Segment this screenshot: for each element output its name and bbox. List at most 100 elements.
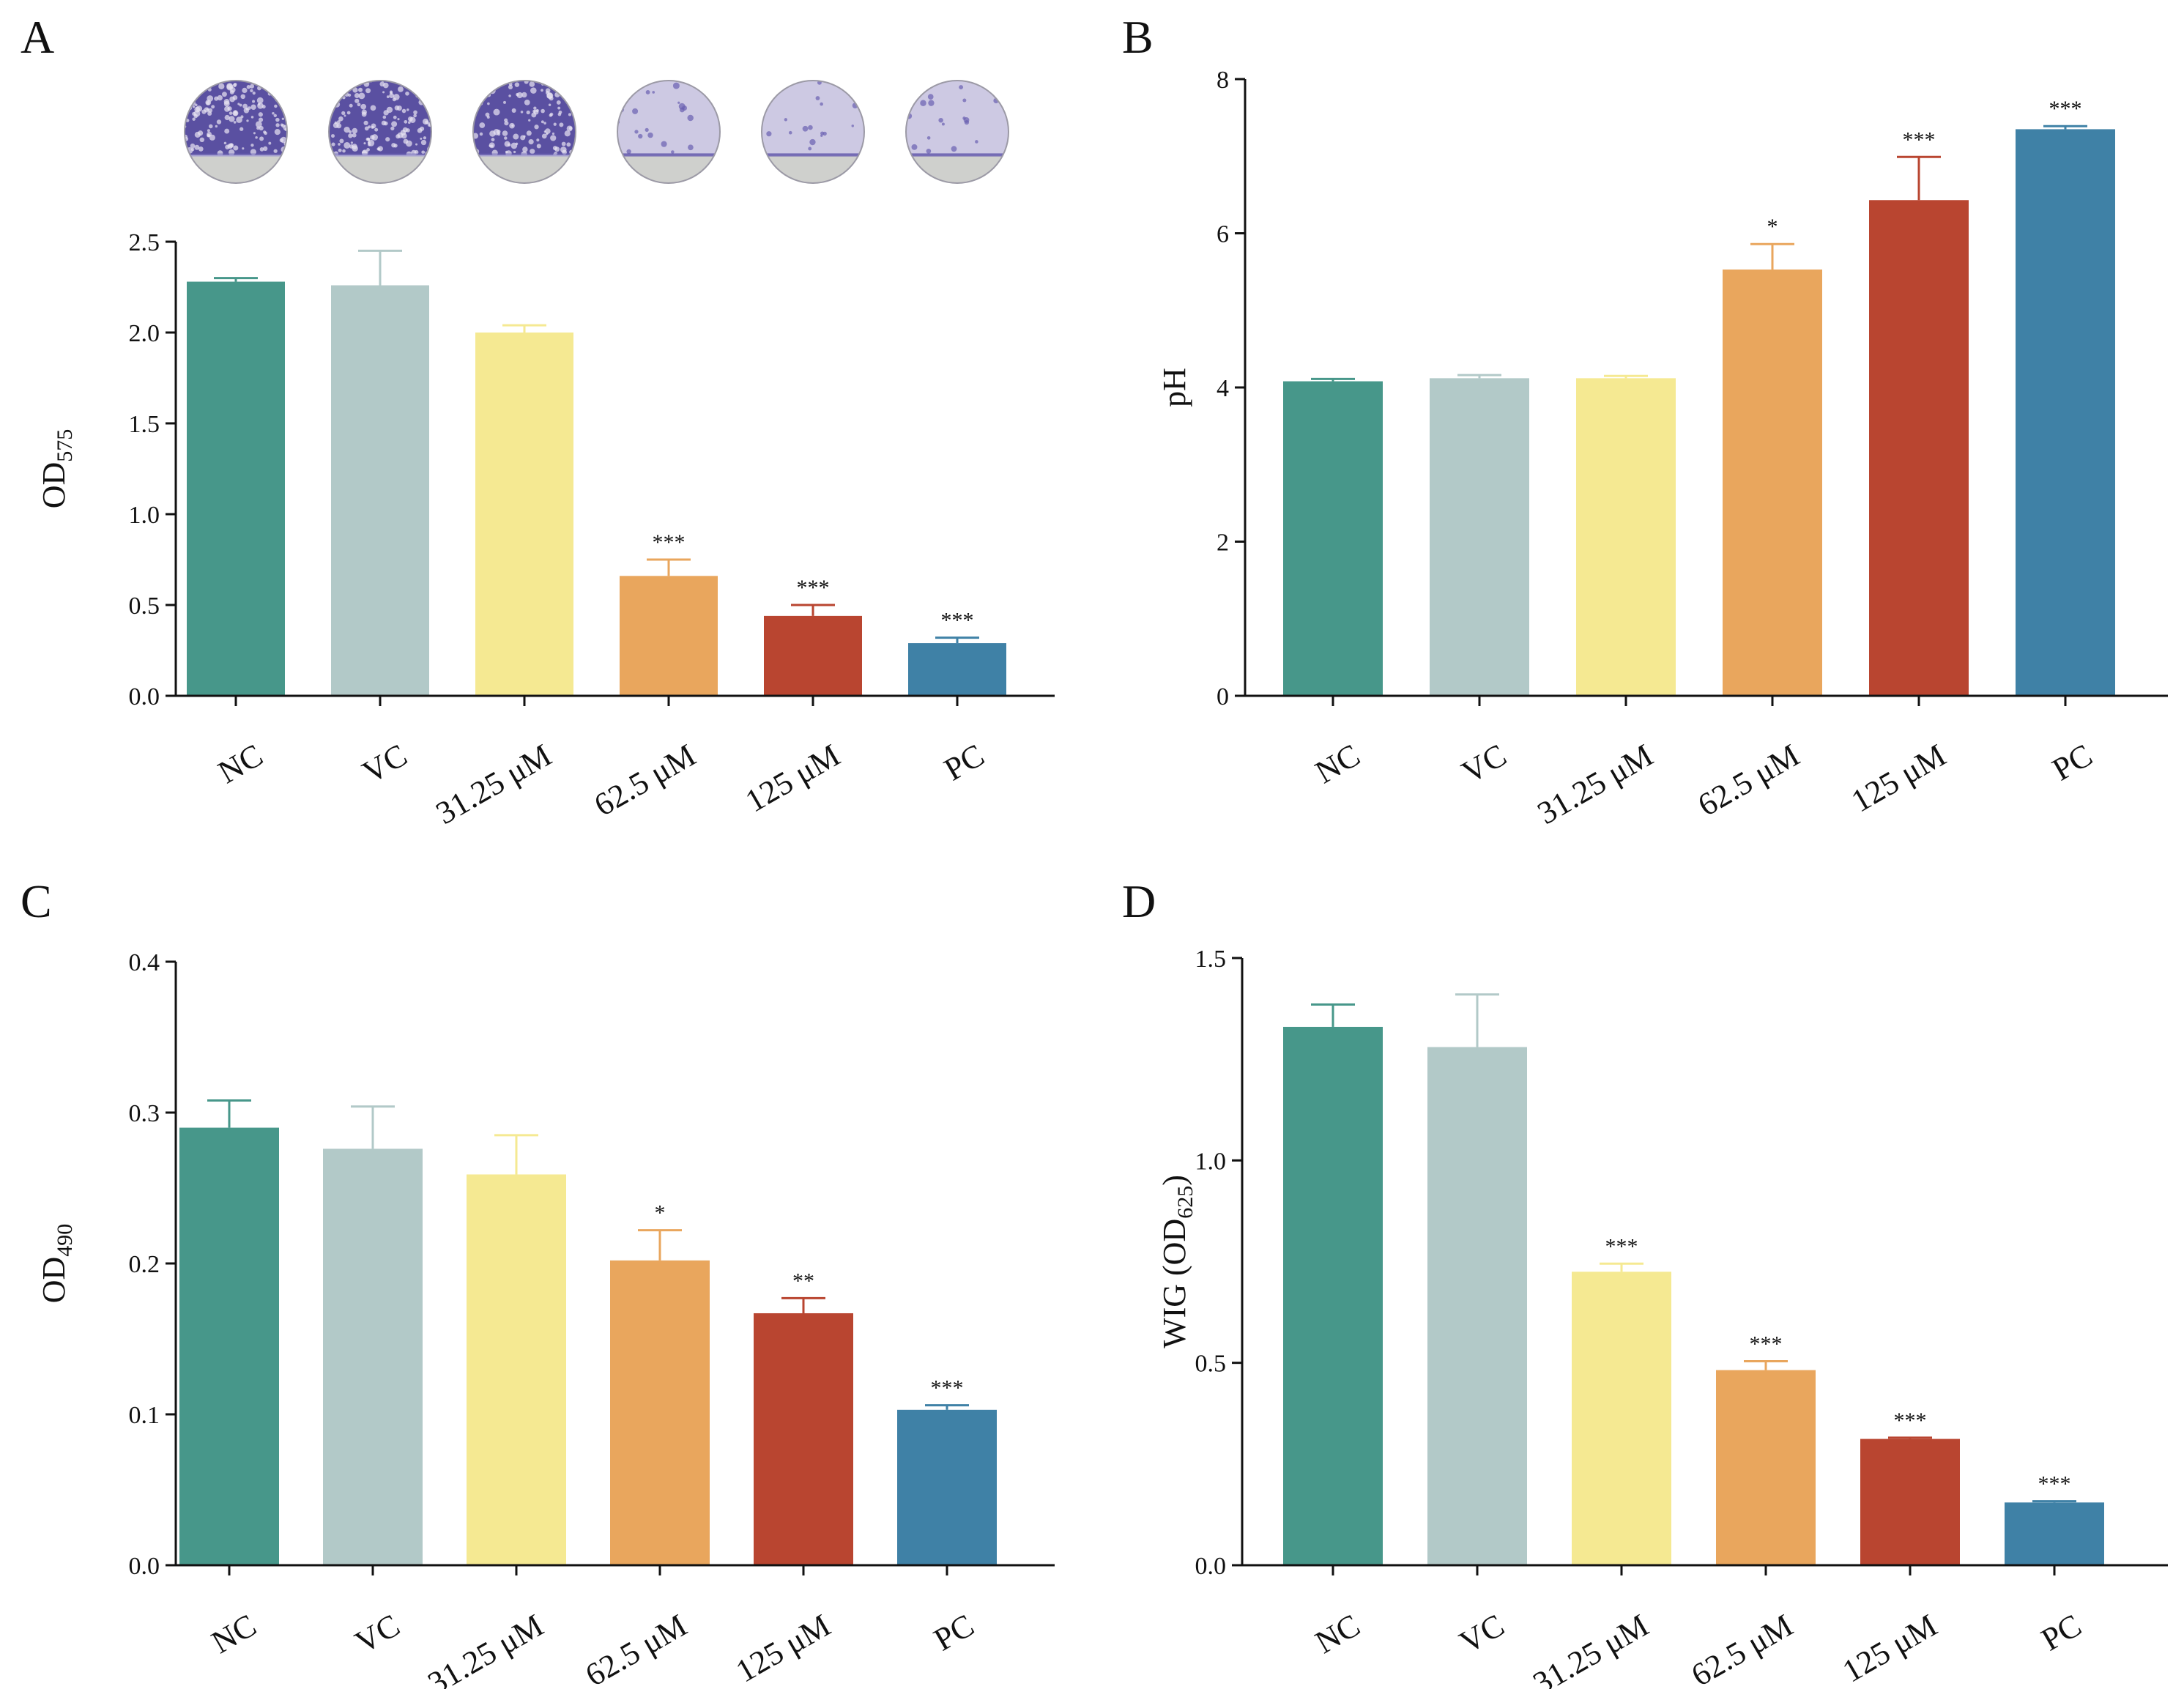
well-speckle: [528, 119, 531, 122]
well-speckle: [412, 86, 417, 92]
well-speckle: [530, 87, 537, 94]
well-speckle: [217, 94, 223, 101]
well-speckle: [541, 133, 547, 139]
well-speckle: [479, 122, 486, 128]
well-vc: [329, 81, 431, 183]
well-speckle: [343, 141, 351, 149]
well-speckle: [560, 146, 567, 153]
well-speckle: [229, 89, 234, 94]
significance-62-5-m: *: [1767, 215, 1778, 239]
well-stain: [906, 81, 1009, 155]
well-speckle: [352, 133, 357, 138]
category-label-nc: NC: [1310, 1607, 1366, 1660]
well-speckle: [393, 94, 400, 100]
y-axis-title-main: OD: [36, 462, 72, 509]
well-speckle: [192, 111, 196, 116]
well-speckle: [211, 105, 215, 109]
category-label-vc: VC: [1454, 1607, 1510, 1660]
well-speckle: [218, 83, 225, 89]
well-speckle: [682, 105, 688, 111]
well-speckle: [513, 150, 516, 154]
well-speckle: [426, 98, 430, 103]
well-speckle: [524, 99, 530, 105]
well-speckle: [185, 105, 188, 110]
well-speckle: [185, 103, 189, 107]
well-speckle: [229, 111, 233, 115]
well-speckle: [528, 138, 534, 145]
bar-62-5-m: [1716, 1370, 1816, 1565]
well-speckle: [808, 146, 812, 151]
well-rim: [617, 80, 721, 184]
well-speckle: [246, 85, 251, 89]
category-label-62-5-m: 62.5 μM: [1685, 1607, 1799, 1689]
well-speckle: [562, 88, 565, 92]
well-speckle: [411, 81, 416, 86]
well-speckle: [564, 130, 571, 137]
well-speckle: [350, 141, 354, 144]
well-speckle: [403, 138, 409, 144]
well-speckle: [329, 104, 334, 110]
y-tick-label: 4: [1217, 375, 1229, 402]
y-axis-title-suffix: ): [1156, 1175, 1192, 1186]
well-speckle: [263, 146, 268, 151]
well-speckle: [225, 144, 230, 149]
well-speckle: [503, 100, 506, 104]
well-speckle: [688, 144, 694, 151]
well-speckle: [207, 131, 212, 137]
well-speckle: [491, 138, 495, 142]
well-speckle: [426, 86, 428, 89]
well-speckle: [815, 96, 820, 100]
category-label-vc: VC: [1456, 737, 1512, 790]
well-speckle: [346, 81, 352, 87]
well-speckle: [926, 149, 932, 154]
y-tick-label: 1.5: [129, 411, 160, 438]
well-speckle: [187, 97, 193, 103]
y-tick-label: 1.0: [129, 502, 160, 529]
well-speckle: [396, 105, 402, 111]
category-label-vc: VC: [349, 1607, 406, 1660]
category-label-nc: NC: [206, 1607, 262, 1660]
well-speckle: [280, 103, 285, 107]
significance-125-m: **: [792, 1269, 814, 1293]
well-speckle: [522, 146, 528, 152]
well-speckle: [541, 120, 544, 124]
well-speckle: [405, 91, 409, 96]
well-speckle: [250, 144, 254, 147]
significance-31-25-m: ***: [1605, 1234, 1638, 1258]
well-speckle: [534, 125, 539, 130]
bar-nc: [187, 281, 285, 696]
well-speckle: [479, 132, 483, 136]
well-speckle: [208, 124, 213, 129]
y-axis-title-main: WIG (OD: [1156, 1219, 1192, 1348]
bar-62-5-m: [620, 576, 718, 696]
well-speckle: [192, 94, 195, 98]
well-speckle: [414, 149, 419, 155]
well-speckle: [247, 106, 251, 111]
well-speckle: [809, 138, 816, 146]
well-speckle: [365, 137, 369, 141]
well-speckle: [366, 148, 370, 152]
well-speckle: [483, 84, 486, 88]
well-speckle: [281, 117, 284, 120]
well-speckle: [553, 122, 557, 126]
well-speckle: [509, 122, 515, 129]
well-speckle: [194, 131, 201, 138]
well-speckle: [551, 132, 555, 136]
bar-31-25-m: [1572, 1272, 1671, 1565]
well-speckle: [820, 134, 823, 137]
well-speckle: [999, 83, 1002, 86]
significance-62-5-m: ***: [1750, 1332, 1783, 1356]
category-label-pc: PC: [928, 1607, 980, 1658]
well-speckle: [555, 84, 562, 91]
bar-125-m: [764, 615, 862, 696]
well-speckle: [513, 133, 519, 140]
well-speckle: [343, 86, 347, 90]
well-speckle: [363, 142, 366, 145]
well-speckle: [250, 89, 253, 92]
well-speckle: [348, 81, 352, 85]
panel-letter: D: [1122, 875, 1156, 927]
well-speckle: [256, 97, 264, 104]
well-speckle: [224, 128, 230, 134]
well-speckle: [530, 149, 535, 155]
well-speckle: [820, 102, 823, 106]
